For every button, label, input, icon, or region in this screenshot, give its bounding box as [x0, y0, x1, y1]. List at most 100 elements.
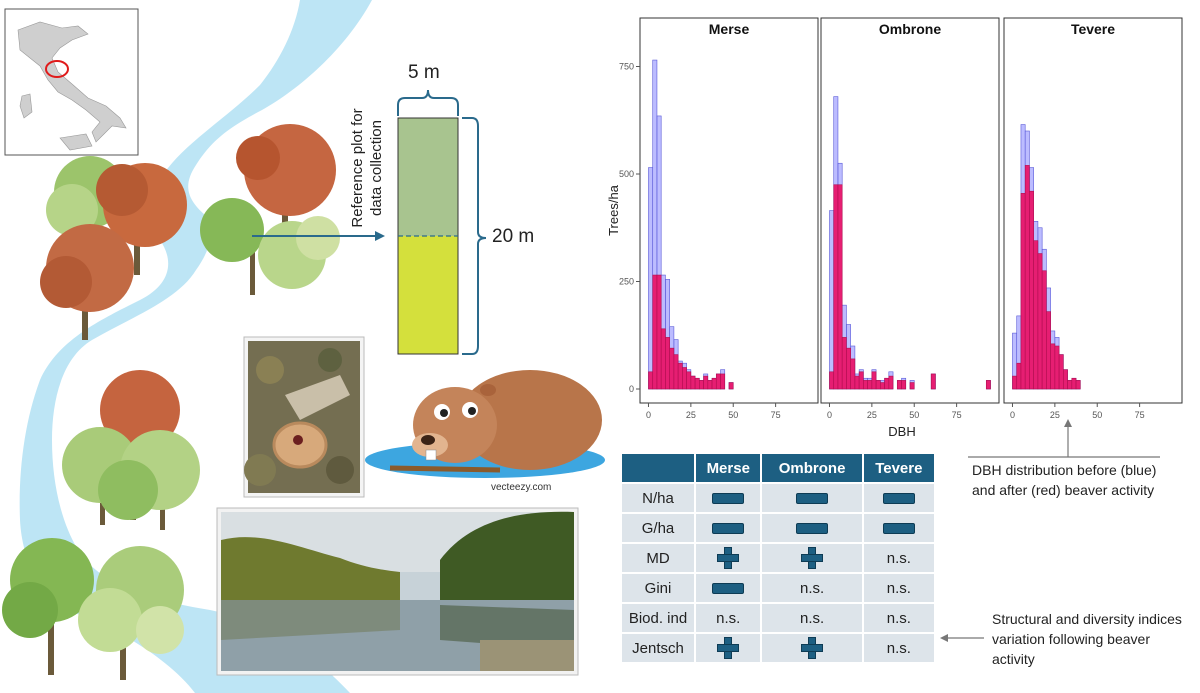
minus-icon [712, 493, 745, 505]
reference-plot-caption-line1: Reference plot for [349, 108, 366, 228]
bar-after [909, 382, 915, 390]
table-row: Biod. ind n.s. n.s. n.s. [622, 604, 934, 632]
bar-after [888, 375, 894, 390]
dbh-caption-line2: and after (red) beaver activity [972, 482, 1155, 498]
bar-after [833, 184, 839, 390]
landscape-illustration [2, 0, 605, 693]
plus-icon [717, 637, 740, 659]
x-tick-label: 50 [1092, 410, 1102, 420]
bar-after [673, 354, 679, 390]
reference-plot-caption: Reference plot for data collection [347, 100, 389, 240]
bar-after [1037, 253, 1043, 390]
plus-icon [801, 637, 824, 659]
table-row-label: N/ha [622, 484, 694, 512]
reference-plot [397, 89, 487, 355]
bar-after [837, 184, 843, 390]
bar-after [656, 274, 662, 390]
bar-after [1054, 345, 1060, 390]
bar-after [686, 371, 692, 390]
minus-icon [882, 523, 915, 535]
plus-icon [801, 547, 824, 569]
bar-after [711, 377, 717, 390]
indices-caption-line1: Structural and diversity indices [992, 611, 1182, 627]
bar-after [648, 371, 654, 390]
bar-after [867, 380, 873, 390]
table-row: MD n.s. [622, 544, 934, 572]
bar-after [901, 380, 907, 390]
reference-plot-caption-line2: data collection [368, 120, 385, 216]
bar-after [715, 373, 721, 390]
bar-after [665, 337, 670, 390]
table-cell [762, 544, 862, 572]
table-cell: n.s. [696, 604, 761, 632]
y-tick-label: 750 [619, 62, 634, 72]
arrow-head [375, 231, 385, 241]
tree-group-middle [62, 370, 200, 530]
table-header-cell: Tevere [863, 454, 934, 482]
bar-after [1029, 190, 1034, 390]
bar-after [1063, 369, 1068, 390]
x-tick-label: 50 [728, 410, 738, 420]
bar-after [854, 375, 860, 390]
x-axis-label: DBH [888, 424, 915, 439]
x-tick-label: 75 [952, 410, 962, 420]
table-cell [696, 574, 761, 602]
italy-map [17, 21, 127, 143]
bar-after [871, 371, 877, 390]
dbh-caption-line1: DBH distribution before (blue) [972, 462, 1157, 478]
bar-after [884, 377, 890, 390]
bar-after [1046, 311, 1051, 390]
table-header-cell [622, 454, 694, 482]
minus-icon [882, 493, 915, 505]
bar-after [850, 358, 856, 390]
minus-icon [796, 493, 829, 505]
y-axis-label: Trees/ha [606, 184, 621, 236]
bar-after [858, 371, 864, 390]
minus-icon [712, 583, 745, 595]
table-cell: n.s. [863, 544, 934, 572]
x-tick-label: 75 [771, 410, 781, 420]
dbh-caption: DBH distribution before (blue) and after… [972, 460, 1156, 500]
study-area-marker [45, 60, 69, 78]
x-tick-label: 50 [909, 410, 919, 420]
table-cell [863, 484, 934, 512]
bar-after [1071, 377, 1077, 390]
table-cell [762, 634, 862, 662]
x-tick-label: 0 [827, 410, 832, 420]
table-row-label: Gini [622, 574, 694, 602]
indices-caption-line2: variation following beaver [992, 631, 1150, 647]
table-row: G/ha [622, 514, 934, 542]
bar-after [1012, 375, 1018, 390]
bar-after [841, 337, 847, 390]
minus-icon [796, 523, 829, 535]
bar-after [875, 380, 881, 390]
y-tick-label: 500 [619, 169, 634, 179]
tree-group-bottom [2, 538, 184, 680]
bar-after [703, 375, 709, 390]
table-header-cell: Ombrone [762, 454, 862, 482]
beaver-cartoon [365, 370, 605, 478]
plot-width-label: 5 m [408, 62, 440, 83]
x-tick-label: 0 [1010, 410, 1015, 420]
bar-after [1067, 380, 1073, 390]
bar-after [863, 380, 868, 390]
table-cell: n.s. [762, 604, 862, 632]
bar-after [677, 362, 683, 390]
tree-group-top-right [200, 124, 340, 295]
bar-after [1041, 270, 1047, 390]
y-tick-label: 0 [629, 384, 634, 394]
bar-after [985, 380, 991, 390]
table-row: Gini n.s. n.s. [622, 574, 934, 602]
bar-after [728, 382, 734, 390]
plot-height-label: 20 m [492, 226, 535, 247]
chart-caption-connector [968, 419, 1160, 458]
bar-after [707, 380, 713, 390]
table-cell [762, 484, 862, 512]
plus-icon [717, 547, 740, 569]
table-row: Jentsch n.s. [622, 634, 934, 662]
bar-after [1016, 362, 1022, 390]
width-brace [397, 89, 459, 116]
bar-after [1058, 354, 1064, 390]
table-cell: n.s. [863, 604, 934, 632]
italy-map-inset [4, 8, 139, 156]
